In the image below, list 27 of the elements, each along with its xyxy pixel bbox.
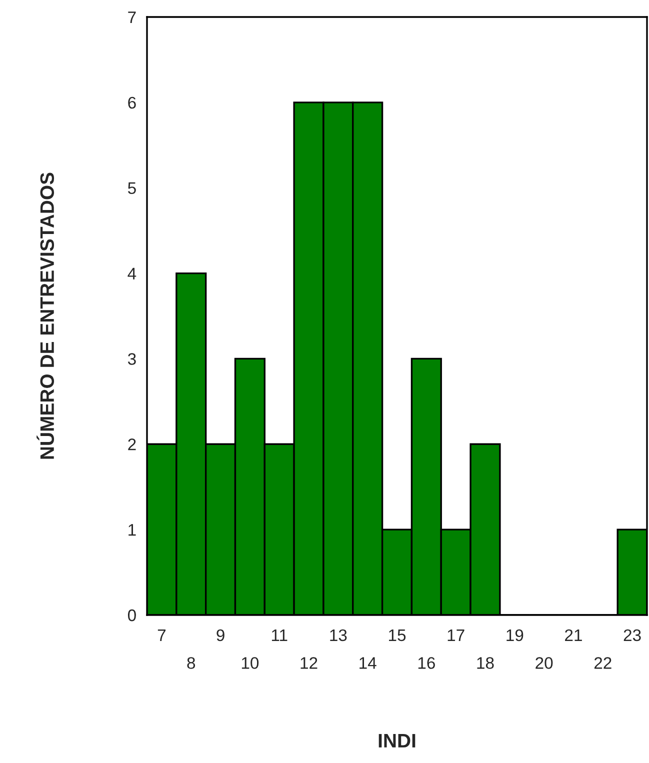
y-tick-label: 5: [128, 182, 136, 194]
x-tick-label: 20: [536, 657, 553, 669]
y-tick-label: 0: [128, 609, 136, 622]
x-tick-label: 8: [187, 657, 196, 669]
x-tick-label: 13: [330, 629, 347, 642]
y-tick-label: 6: [128, 96, 136, 109]
x-tick-label: 21: [565, 629, 582, 641]
x-tick-label: 12: [300, 657, 318, 669]
y-axis-title: NÚMERO DE ENTREVISTADOS: [36, 172, 54, 459]
x-tick-label: 10: [242, 657, 259, 669]
x-tick-label: 11: [272, 630, 288, 641]
x-tick-label: 9: [216, 629, 224, 642]
x-tick-label: 15: [389, 630, 406, 642]
y-tick-label: 1: [128, 524, 136, 536]
x-tick-label: 17: [448, 630, 464, 641]
y-tick-label: 2: [128, 438, 136, 450]
y-tick-label: 4: [128, 268, 136, 280]
x-tick-label: 14: [360, 657, 376, 669]
y-tick-label: 7: [128, 12, 136, 24]
y-tick-label: 3: [128, 353, 136, 365]
x-tick-label: 23: [624, 629, 641, 642]
x-tick-label: 22: [594, 657, 612, 669]
x-tick-label: 19: [506, 629, 524, 642]
x-tick-label: 7: [158, 630, 166, 641]
x-tick-label: 18: [477, 657, 494, 669]
x-axis-title: INDI: [378, 734, 416, 748]
x-tick-label: 16: [418, 657, 435, 669]
